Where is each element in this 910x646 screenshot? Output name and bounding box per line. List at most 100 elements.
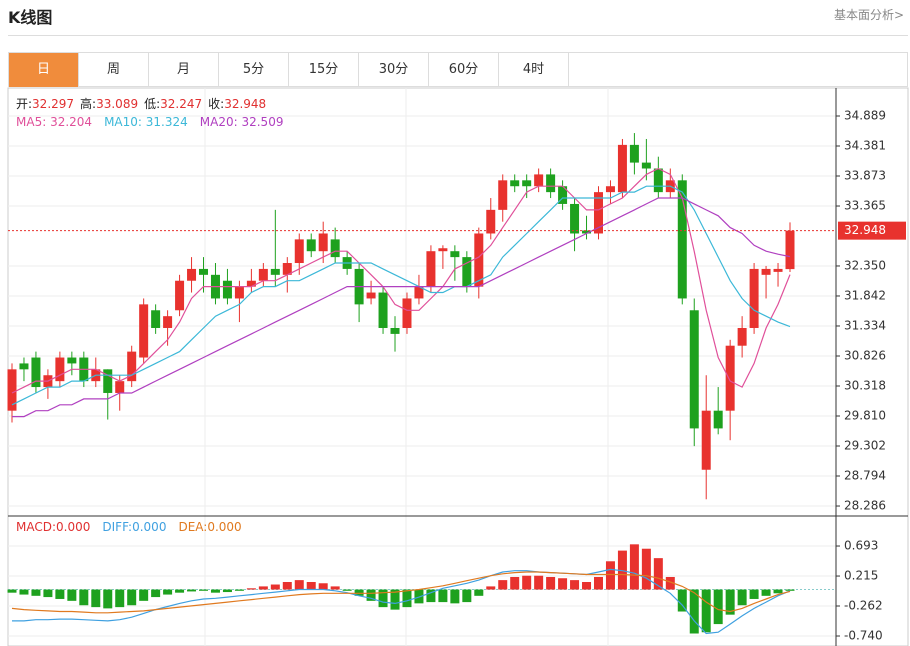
period-tab[interactable]: 周 [79,53,149,87]
candle-body [234,286,244,299]
macd-bar [163,589,173,595]
macd-bar [761,589,771,596]
summary-value: 32.247 [160,97,202,111]
macd-bar [785,589,795,591]
candle-body [306,239,316,252]
macd-bar [222,589,232,593]
candle-body [713,410,723,429]
macd-bar [462,589,472,603]
candle-body [534,174,544,187]
candle-body [151,310,161,328]
candle-body [570,203,580,234]
macd-bar [199,589,209,591]
macd-bar [282,582,292,590]
candle-body [450,251,460,258]
summary-value: 32.948 [224,97,266,111]
candle-body [605,186,615,193]
macd-bar [31,589,41,596]
legend-name: MA20 [200,115,234,129]
candle-body [558,186,568,204]
period-tab[interactable]: 4时 [499,53,569,87]
candle-body [510,180,520,187]
macd-bar [593,576,603,590]
macd-bar [486,586,496,590]
y-tick-label: 34.381 [844,139,886,153]
ohlc-summary: 开:32.297 高:33.089 低:32.247 收:32.948 [16,96,266,111]
macd-bar [677,589,687,612]
macd-bar [498,580,508,590]
legend-name: MA10 [104,115,138,129]
period-tab[interactable]: 月 [149,53,219,87]
macd-bar [19,589,29,595]
candle-body [725,345,735,411]
candle-body [498,180,508,210]
macd-bar [210,589,220,593]
candle-body [390,327,400,334]
macd-bar [737,589,747,606]
candle-body [318,233,328,252]
candle-body [246,280,256,287]
candle-body [199,268,209,275]
analysis-link[interactable]: 基本面分析> [833,8,904,22]
candle-body [378,292,388,328]
candle-body [103,369,113,393]
y-tick-label: 32.350 [844,258,886,272]
candle-body [617,144,627,193]
period-tab[interactable]: 15分 [289,53,359,87]
candle-body [19,363,29,370]
legend-sep: : [203,520,207,534]
candle-body [522,180,532,187]
legend-value: 32.204 [50,115,92,129]
candle-body [187,268,197,281]
macd-bar [366,589,376,601]
period-tabs: 日周月 5分 15分 30分 60分 4时 [8,52,908,87]
macd-bar [246,588,256,590]
candle-body [761,268,771,275]
macd-bar [67,589,77,601]
y-tick-label: 33.365 [844,199,886,213]
legend-name: MA5 [16,115,42,129]
candle-body [582,230,592,234]
macd-bar [187,589,197,592]
candle-body [641,162,651,169]
macd-bar [234,589,244,591]
candle-body [270,268,280,275]
summary-value: 32.297 [32,97,74,111]
macd-bar [270,584,280,590]
period-tab[interactable]: 5分 [219,53,289,87]
macd-bar [127,589,137,606]
macd-bar [175,589,185,593]
candle-body [414,286,424,299]
candle-body [749,268,759,328]
macd-bar [91,589,101,608]
period-tab[interactable]: 日 [9,53,79,87]
candle-body [486,209,496,234]
period-tab[interactable]: 30分 [359,53,429,87]
legend-sep: : [138,115,146,129]
legend-name: MACD [16,520,52,534]
candle-body [737,327,747,346]
macd-legend: MACD:0.000 DIFF:0.000 DEA:0.000 [16,520,242,534]
macd-bar [641,548,651,590]
indicator-line [12,568,791,635]
legend-value: 0.000 [56,520,90,534]
macd-bar [689,589,699,634]
legend-name: DIFF [102,520,129,534]
y-tick-label: 33.873 [844,169,886,183]
candle-body [426,251,436,287]
y-tick-label: 0.693 [844,539,878,553]
legend-value: 32.509 [241,115,283,129]
period-tab[interactable]: 60分 [429,53,499,87]
macd-bar [773,589,783,594]
y-tick-label: 30.826 [844,348,886,362]
candle-body [7,369,17,411]
candle-body [294,239,304,264]
current-price-label: 32.948 [844,223,886,237]
macd-bar [402,589,412,608]
candle-body [330,239,340,258]
legend-sep: : [234,115,242,129]
candle-body [438,248,448,252]
candle-body [115,381,125,393]
